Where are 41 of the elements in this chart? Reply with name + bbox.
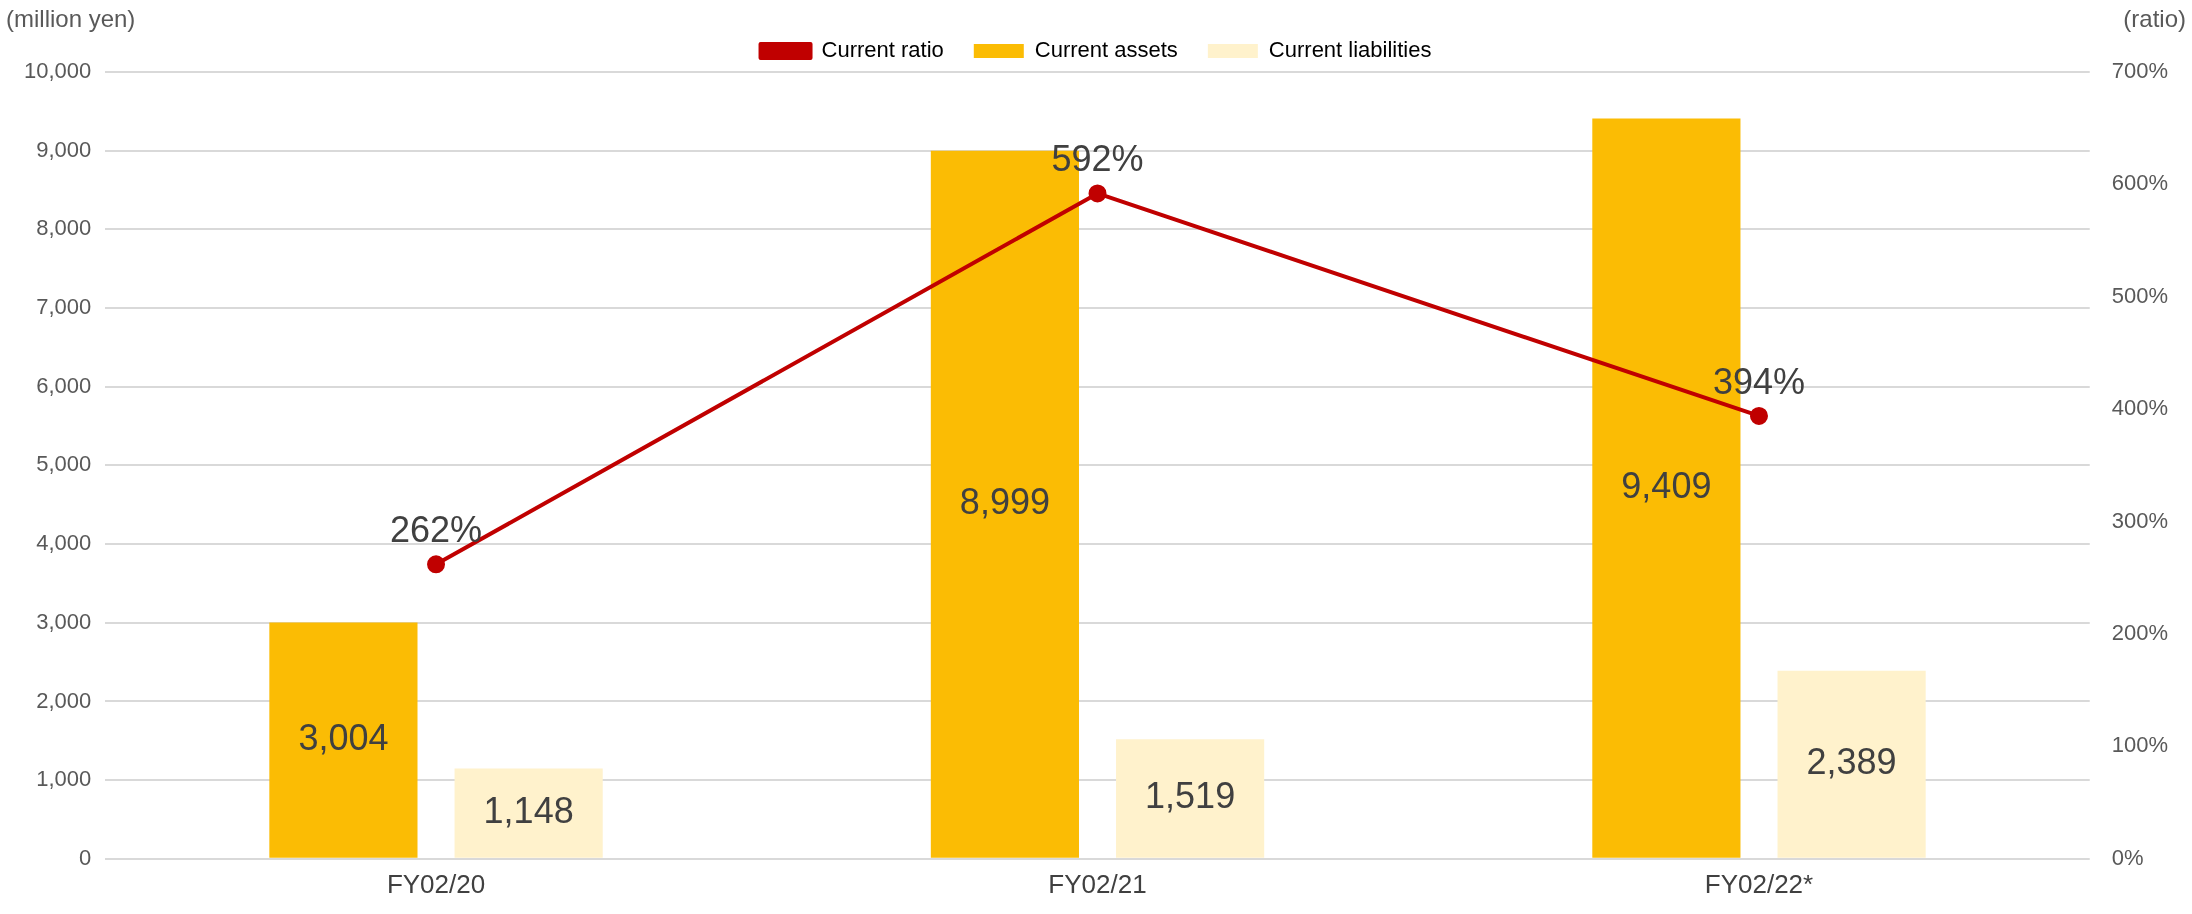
y-tick-label: 3,000 (36, 608, 92, 634)
y2-tick-label: 600% (2111, 170, 2169, 196)
point (1088, 184, 1107, 203)
y-tick-label: 10,000 (23, 58, 92, 84)
y-tick-label: 8,000 (36, 215, 92, 241)
x-tick-label: FY02/20 (386, 868, 486, 899)
y2-axis-title: (ratio) (2123, 4, 2186, 32)
point (1749, 406, 1768, 425)
text: 9,409 (1621, 465, 1712, 507)
x-tick-label: FY02/21 (1048, 868, 1147, 899)
text: 2,389 (1806, 741, 1897, 783)
y2-tick-label: 200% (2111, 620, 2169, 646)
legend-label: Current assets (1034, 37, 1178, 63)
y2-tick-label: 500% (2111, 282, 2169, 308)
legend-label: Current ratio (821, 37, 944, 63)
bar (269, 622, 418, 858)
text: 262% (389, 509, 483, 551)
text: 1,519 (1145, 775, 1236, 817)
y2-tick-label: 0% (2111, 844, 2144, 870)
y-tick-label: 0 (79, 844, 92, 870)
text: 3,004 (298, 717, 389, 759)
y-tick-label: 1,000 (36, 766, 92, 792)
y-tick-label: 5,000 (36, 451, 92, 477)
y2-tick-label: 100% (2111, 732, 2169, 758)
text: 1,148 (483, 790, 574, 832)
y-tick-label: 7,000 (36, 294, 92, 320)
point (427, 555, 446, 574)
y2-tick-label: 300% (2111, 507, 2169, 533)
y-tick-label: 6,000 (36, 372, 92, 398)
bar (1116, 739, 1265, 858)
text: 8,999 (959, 481, 1050, 523)
legend-label: Current liabilities (1268, 37, 1432, 63)
y-tick-label: 9,000 (36, 136, 92, 162)
bar (1777, 670, 1926, 858)
y-axis-title: (million yen) (6, 4, 136, 32)
x-tick-label: FY02/22* (1704, 868, 1814, 899)
y-tick-label: 2,000 (36, 687, 92, 713)
y2-tick-label: 700% (2111, 58, 2169, 84)
bar (454, 768, 603, 858)
y-tick-label: 4,000 (36, 530, 92, 556)
y2-tick-label: 400% (2111, 395, 2169, 421)
